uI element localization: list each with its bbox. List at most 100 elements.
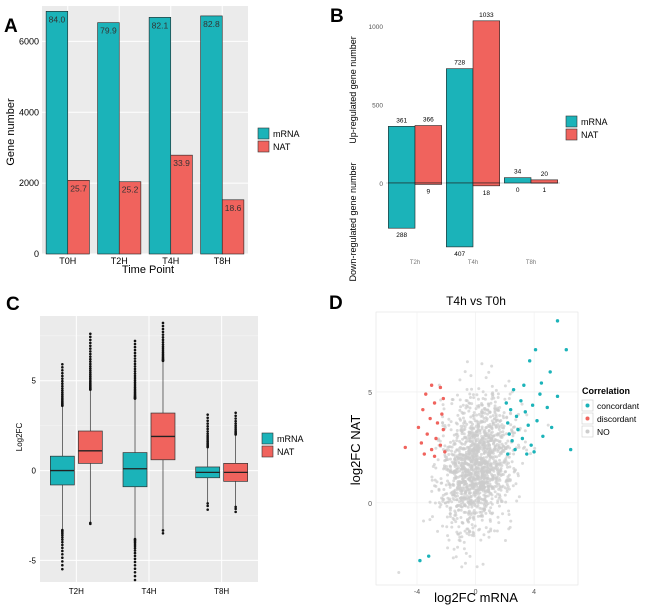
scatter-point-no	[453, 498, 457, 502]
scatter-point-no	[467, 530, 471, 534]
scatter-point-no	[469, 494, 473, 498]
scatter-point-no	[441, 524, 445, 528]
scatter-point-no	[499, 488, 503, 492]
scatter-point-no	[469, 374, 473, 378]
scatter-point-no	[497, 487, 501, 491]
scatter-point-no	[452, 547, 456, 551]
outlier-point	[234, 510, 237, 514]
scatter-point-discordant	[441, 427, 446, 432]
scatter-point-no	[470, 466, 474, 470]
scatter-point-no	[467, 470, 471, 474]
bar-mrna	[97, 22, 120, 255]
scatter-point-no	[507, 379, 511, 383]
scatter-point-no	[460, 432, 464, 436]
scatter-point-no	[439, 503, 443, 507]
scatter-point-no	[438, 505, 442, 509]
scatter-point-concordant	[548, 370, 552, 374]
scatter-point-no	[456, 470, 460, 474]
scatter-point-no	[497, 496, 501, 500]
scatter-point-no	[473, 462, 477, 466]
scatter-point-no	[503, 397, 507, 401]
scatter-point-no	[475, 565, 479, 569]
scatter-point-no	[500, 435, 504, 439]
scatter-point-no	[498, 484, 502, 488]
scatter-point-no	[475, 474, 479, 478]
scatter-point-discordant	[403, 445, 407, 450]
scatter-point-no	[476, 428, 480, 432]
y-tick-label: -5	[29, 556, 37, 565]
scatter-point-no	[504, 432, 508, 436]
scatter-point-no	[442, 407, 446, 411]
scatter-point-no	[470, 503, 474, 507]
scatter-point-concordant	[514, 414, 519, 419]
scatter-point-no	[471, 393, 475, 397]
scatter-point-no	[502, 449, 506, 453]
scatter-point-no	[476, 514, 480, 518]
scatter-point-no	[504, 441, 508, 445]
outlier-point	[133, 348, 137, 352]
scatter-point-concordant	[525, 452, 529, 456]
scatter-point-no	[480, 518, 484, 522]
outlier-point	[234, 507, 237, 511]
scatter-point-no	[496, 396, 500, 400]
scatter-point-discordant	[438, 443, 443, 447]
outlier-point	[133, 378, 137, 382]
scatter-point-no	[451, 493, 455, 497]
scatter-point-no	[445, 515, 449, 519]
x-tick-label: T4H	[162, 256, 179, 266]
outlier-point	[133, 370, 137, 373]
outlier-point	[61, 362, 64, 366]
bar-data-label: 82.8	[203, 19, 220, 29]
scatter-point-no	[508, 465, 512, 469]
scatter-point-no	[460, 461, 464, 465]
scatter-point-no	[455, 505, 459, 509]
scatter-point-no	[464, 439, 468, 443]
scatter-title: T4h vs T0h	[446, 294, 506, 308]
scatter-point-no	[533, 446, 537, 450]
scatter-point-no	[497, 477, 501, 481]
scatter-point-no	[441, 403, 445, 407]
scatter-point-no	[430, 515, 434, 519]
scatter-point-no	[463, 467, 467, 471]
scatter-point-no	[476, 437, 480, 441]
scatter-point-no	[506, 439, 510, 443]
scatter-point-no	[503, 486, 507, 490]
scatter-point-no	[477, 412, 481, 416]
legend-label-no: NO	[597, 427, 610, 437]
y-tick-label: 0	[34, 249, 39, 259]
scatter-point-no	[479, 484, 483, 488]
scatter-point-no	[497, 504, 501, 508]
scatter-point-no	[436, 438, 440, 442]
scatter-point-concordant	[519, 399, 523, 403]
scatter-point-no	[472, 396, 476, 400]
scatter-point-no	[480, 420, 484, 424]
scatter-point-no	[459, 418, 463, 422]
scatter-point-no	[477, 387, 481, 391]
scatter-point-no	[439, 398, 443, 402]
scatter-point-no	[501, 414, 505, 418]
x-tick-label: T0H	[59, 256, 76, 266]
outlier-point	[234, 424, 237, 428]
outlier-point	[61, 371, 64, 375]
x-tick-label: T4h	[468, 260, 478, 266]
scatter-point-no	[509, 519, 513, 523]
scatter-point-no	[464, 510, 468, 514]
scatter-point-discordant	[416, 425, 421, 430]
scatter-point-discordant	[422, 452, 427, 456]
scatter-point-no	[475, 393, 479, 397]
scatter-point-no	[498, 419, 502, 423]
scatter-point-no	[490, 455, 494, 459]
bar-nat	[221, 199, 245, 255]
scatter-point-no	[477, 425, 481, 429]
outlier-point	[161, 324, 165, 328]
outlier-point	[161, 330, 165, 334]
outlier-point	[89, 371, 92, 375]
scatter-point-no	[480, 427, 484, 431]
scatter-point-no	[462, 432, 466, 436]
scatter-point-no	[468, 392, 472, 396]
scatter-point-no	[487, 535, 491, 539]
scatter-point-no	[498, 446, 502, 450]
scatter-point-no	[507, 509, 511, 513]
scatter-point-concordant	[511, 387, 516, 392]
bar-data-label: 84.0	[49, 14, 66, 24]
